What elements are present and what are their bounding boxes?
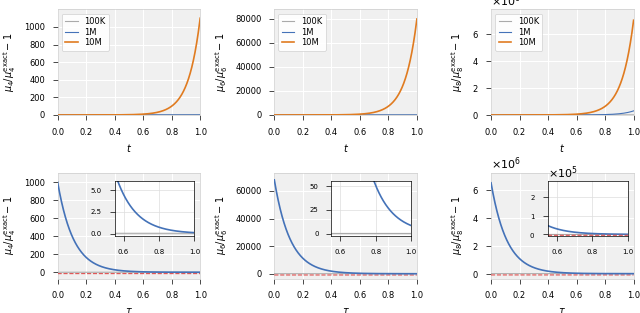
- Y-axis label: $\mu_4/\mu_4^{\mathrm{exact}}-1$: $\mu_4/\mu_4^{\mathrm{exact}}-1$: [2, 33, 19, 92]
- X-axis label: $t$: $t$: [342, 142, 349, 154]
- X-axis label: $\tau$: $\tau$: [125, 306, 133, 313]
- Y-axis label: $\mu_6/\mu_6^{\mathrm{exact}}-1$: $\mu_6/\mu_6^{\mathrm{exact}}-1$: [213, 33, 230, 92]
- X-axis label: $\tau$: $\tau$: [558, 306, 566, 313]
- Legend: 100K, 1M, 10M: 100K, 1M, 10M: [495, 13, 542, 51]
- Y-axis label: $\mu_8/\mu_8^{\mathrm{exact}}-1$: $\mu_8/\mu_8^{\mathrm{exact}}-1$: [449, 33, 466, 92]
- Legend: 100K, 1M, 10M: 100K, 1M, 10M: [278, 13, 326, 51]
- X-axis label: $\tau$: $\tau$: [342, 306, 349, 313]
- Y-axis label: $\mu_8/\mu_8^{\mathrm{exact}}-1$: $\mu_8/\mu_8^{\mathrm{exact}}-1$: [449, 196, 466, 255]
- X-axis label: $t$: $t$: [559, 142, 565, 154]
- Legend: 100K, 1M, 10M: 100K, 1M, 10M: [62, 13, 109, 51]
- Y-axis label: $\mu_4/\mu_4^{\mathrm{exact}}-1$: $\mu_4/\mu_4^{\mathrm{exact}}-1$: [2, 196, 19, 255]
- Y-axis label: $\mu_6/\mu_6^{\mathrm{exact}}-1$: $\mu_6/\mu_6^{\mathrm{exact}}-1$: [213, 196, 230, 255]
- X-axis label: $t$: $t$: [126, 142, 132, 154]
